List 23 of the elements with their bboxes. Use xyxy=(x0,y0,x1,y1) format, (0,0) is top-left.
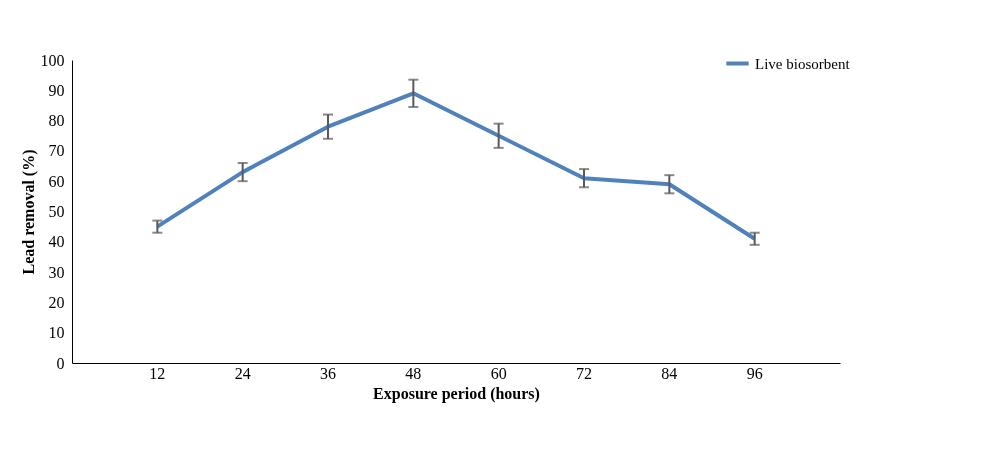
x-tick-label: 60 xyxy=(490,364,507,382)
x-tick-label: 96 xyxy=(746,364,763,382)
y-tick-label: 90 xyxy=(48,81,65,99)
x-tick-label: 24 xyxy=(234,364,251,382)
y-tick-label: 20 xyxy=(48,293,65,311)
line-series xyxy=(155,91,757,241)
x-tick-label: 84 xyxy=(661,364,678,382)
x-tick-label: 72 xyxy=(576,364,592,382)
legend-label: Live biosorbent xyxy=(755,55,851,72)
y-tick-label: 50 xyxy=(48,203,65,220)
y-tick-label: 70 xyxy=(48,142,65,160)
y-tick-label: 100 xyxy=(40,51,65,69)
x-tick-label: 48 xyxy=(405,364,422,382)
x-tick-label: 12 xyxy=(149,364,166,382)
y-axis-title: Lead removal (%) xyxy=(19,149,38,275)
y-tick-label: 0 xyxy=(56,354,65,372)
y-tick-label: 30 xyxy=(48,263,65,281)
x-axis-title: Exposure period (hours) xyxy=(373,384,540,403)
y-tick-label: 80 xyxy=(48,112,65,130)
y-tick-label: 60 xyxy=(48,172,65,190)
y-tick-label: 40 xyxy=(48,233,65,251)
x-tick-label: 36 xyxy=(320,364,336,382)
y-tick-label: 10 xyxy=(48,324,65,342)
